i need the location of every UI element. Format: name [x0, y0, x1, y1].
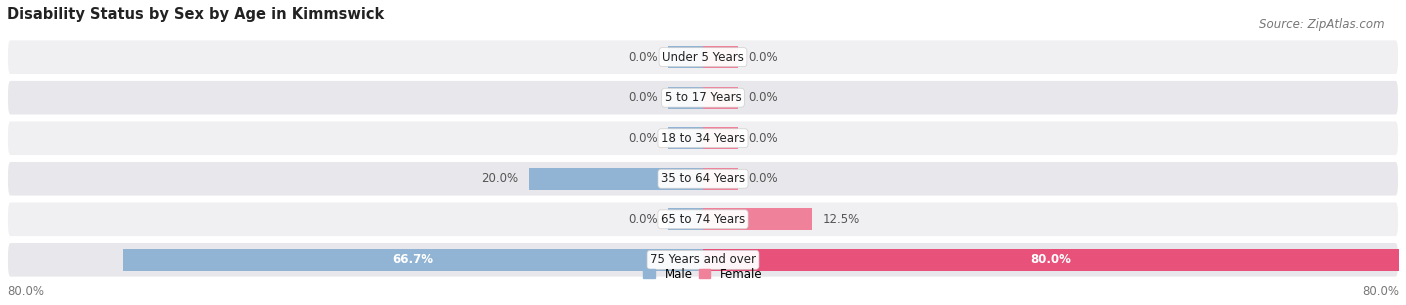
Text: 0.0%: 0.0%	[628, 51, 658, 64]
Bar	[703, 168, 738, 190]
Text: 75 Years and over: 75 Years and over	[650, 253, 756, 266]
Legend: Male, Female: Male, Female	[638, 263, 768, 285]
Bar	[703, 46, 738, 68]
Text: Source: ZipAtlas.com: Source: ZipAtlas.com	[1260, 18, 1385, 31]
Text: 0.0%: 0.0%	[628, 132, 658, 145]
FancyBboxPatch shape	[7, 242, 1399, 278]
FancyBboxPatch shape	[7, 39, 1399, 75]
Text: 20.0%: 20.0%	[481, 172, 519, 185]
Text: 65 to 74 Years: 65 to 74 Years	[661, 213, 745, 226]
FancyBboxPatch shape	[7, 161, 1399, 197]
Text: 0.0%: 0.0%	[628, 91, 658, 104]
Text: 18 to 34 Years: 18 to 34 Years	[661, 132, 745, 145]
Text: 80.0%: 80.0%	[1031, 253, 1071, 266]
Text: 0.0%: 0.0%	[748, 91, 778, 104]
Bar	[668, 208, 703, 231]
Text: 0.0%: 0.0%	[748, 172, 778, 185]
Bar	[122, 249, 703, 271]
Bar	[703, 127, 738, 149]
Text: Disability Status by Sex by Age in Kimmswick: Disability Status by Sex by Age in Kimms…	[7, 7, 384, 22]
Text: 5 to 17 Years: 5 to 17 Years	[665, 91, 741, 104]
Text: 0.0%: 0.0%	[748, 132, 778, 145]
Text: 35 to 64 Years: 35 to 64 Years	[661, 172, 745, 185]
FancyBboxPatch shape	[7, 202, 1399, 237]
Text: Under 5 Years: Under 5 Years	[662, 51, 744, 64]
Text: 80.0%: 80.0%	[1362, 285, 1399, 298]
Bar	[668, 127, 703, 149]
Bar	[703, 87, 738, 109]
Bar	[668, 46, 703, 68]
Text: 0.0%: 0.0%	[628, 213, 658, 226]
Bar	[529, 168, 703, 190]
Text: 0.0%: 0.0%	[748, 51, 778, 64]
Bar	[703, 249, 1399, 271]
Bar	[703, 208, 811, 231]
Text: 12.5%: 12.5%	[823, 213, 859, 226]
FancyBboxPatch shape	[7, 80, 1399, 116]
Text: 66.7%: 66.7%	[392, 253, 433, 266]
Text: 80.0%: 80.0%	[7, 285, 44, 298]
FancyBboxPatch shape	[7, 120, 1399, 156]
Bar	[668, 87, 703, 109]
